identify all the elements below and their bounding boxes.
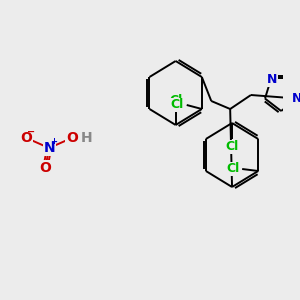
- Text: +: +: [50, 137, 57, 146]
- Text: N: N: [267, 73, 277, 86]
- Text: Cl: Cl: [226, 163, 239, 176]
- Text: O: O: [66, 131, 78, 145]
- Text: −: −: [27, 127, 35, 137]
- Text: O: O: [20, 131, 32, 145]
- Text: N: N: [292, 92, 300, 105]
- Text: N: N: [43, 141, 55, 155]
- Text: Cl: Cl: [225, 140, 239, 154]
- Text: O: O: [39, 161, 51, 175]
- Text: Cl: Cl: [169, 94, 182, 107]
- Text: H: H: [81, 131, 93, 145]
- Text: Cl: Cl: [171, 98, 184, 112]
